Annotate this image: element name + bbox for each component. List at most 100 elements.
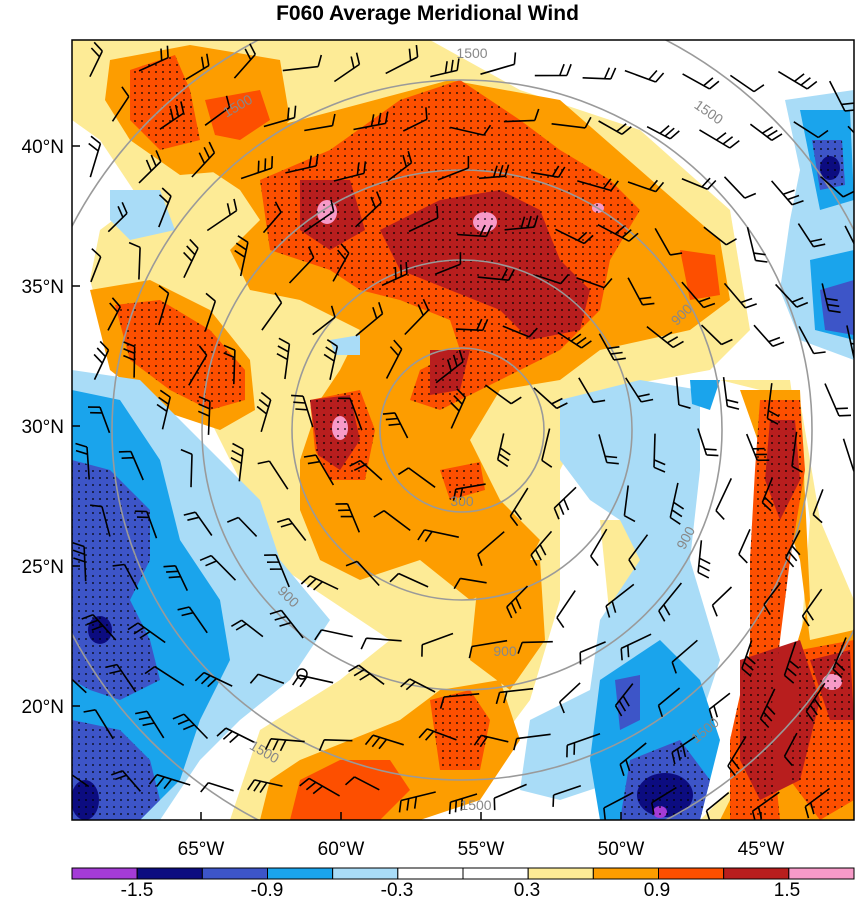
wind-barb: [345, 560, 380, 587]
wind-barb: [256, 391, 272, 433]
wind-barb: [261, 292, 283, 331]
wind-barb: [156, 389, 171, 430]
ring-label-1500: 1500: [460, 797, 491, 813]
wind-barb: [651, 786, 677, 815]
wind-barb: [506, 585, 529, 619]
wind-barb: [553, 486, 577, 520]
wind-barb: [457, 224, 493, 238]
wind-barb: [226, 516, 258, 537]
wind-barb: [801, 588, 823, 627]
wind-barb: [791, 431, 803, 473]
wind-barb: [614, 683, 634, 717]
wind-barb: [385, 45, 419, 75]
wind-barb: [729, 74, 765, 93]
colorbar-label: 0.3: [514, 880, 540, 900]
calm-wind-circle: [296, 668, 308, 680]
lon-label: 65°W: [178, 839, 225, 860]
wind-barb: [88, 135, 102, 178]
wind-barb: [697, 428, 719, 457]
colorbar-swatch: [592, 867, 659, 880]
colorbar-label: 0.9: [644, 880, 670, 900]
wind-barb: [682, 73, 720, 90]
wind-barb: [81, 613, 117, 641]
wind-barb: [578, 377, 606, 404]
wind-barb: [72, 678, 87, 694]
wind-barb: [247, 779, 283, 794]
wind-barb: [123, 341, 136, 378]
wind-barb: [148, 773, 191, 790]
wind-barb: [509, 487, 529, 527]
wind-barb: [697, 540, 711, 579]
wind-barb: [577, 178, 619, 192]
wind-barb: [745, 433, 770, 462]
wind-barb: [107, 201, 128, 233]
wind-barb: [671, 639, 698, 674]
wind-barb: [197, 395, 211, 435]
wind-barb: [353, 111, 389, 131]
wind-barb: [264, 738, 305, 752]
wind-barb: [820, 176, 854, 198]
wind-barb: [112, 563, 139, 590]
wind-barb: [556, 590, 576, 629]
wind-barb: [552, 785, 582, 807]
wind-barb: [705, 791, 730, 820]
wind-barb: [299, 777, 340, 797]
wind-barb: [453, 577, 487, 590]
colorbar-label: -1.5: [121, 880, 154, 900]
wind-barb: [624, 69, 665, 83]
wind-barbs: [72, 41, 854, 820]
wind-barb: [204, 95, 231, 126]
ring-label-1500: 1500: [456, 45, 487, 61]
lat-label: 40°N: [22, 137, 64, 158]
wind-barb: [183, 511, 213, 536]
colorbar-swatch: [332, 867, 399, 880]
wind-barb: [448, 793, 478, 815]
wind-barb: [304, 113, 336, 132]
colorbar-swatch: [723, 867, 790, 880]
wind-barb: [784, 530, 801, 568]
wind-barb: [360, 637, 402, 650]
wind-barb: [797, 223, 826, 248]
wind-barb: [83, 709, 114, 740]
wind-barb: [496, 433, 511, 468]
wind-barb: [138, 45, 169, 72]
wind-barb: [805, 682, 826, 722]
wind-barb: [555, 228, 594, 245]
wind-barb: [723, 176, 757, 199]
wind-barb: [417, 529, 459, 543]
wind-barb: [312, 305, 336, 336]
map-title: F060 Average Meridional Wind: [276, 2, 579, 25]
wind-barb: [72, 773, 90, 788]
wind-barb: [766, 383, 780, 425]
wind-barb: [128, 241, 141, 280]
wind-barb: [158, 285, 170, 326]
wind-barb: [502, 325, 538, 338]
wind-barb: [590, 528, 608, 567]
wind-barb: [398, 791, 436, 813]
colorbar-labels: -1.5 -0.9 -0.3 0.3 0.9 1.5: [121, 880, 801, 900]
wind-barb: [90, 248, 102, 283]
wind-barb: [654, 228, 683, 256]
wind-barb: [504, 215, 539, 231]
wind-barb: [354, 191, 382, 228]
wind-barb: [349, 459, 383, 481]
wind-barb: [708, 692, 731, 721]
wind-barb: [566, 733, 601, 758]
wind-barb: [804, 787, 831, 819]
lon-label: 45°W: [738, 839, 785, 860]
wind-barb: [188, 345, 208, 386]
wind-barb: [541, 428, 553, 468]
wind-barb: [318, 739, 353, 752]
wind-barb: [204, 292, 217, 332]
wind-barb: [761, 477, 774, 512]
wind-barb: [681, 281, 716, 309]
wind-barb: [530, 165, 566, 178]
wind-barb: [484, 384, 522, 405]
wind-barb: [722, 376, 740, 410]
wind-barb: [450, 388, 467, 429]
wind-barb: [105, 663, 137, 693]
lat-ticks: [72, 145, 80, 707]
wind-barb: [127, 622, 166, 644]
wind-barb: [344, 776, 380, 791]
